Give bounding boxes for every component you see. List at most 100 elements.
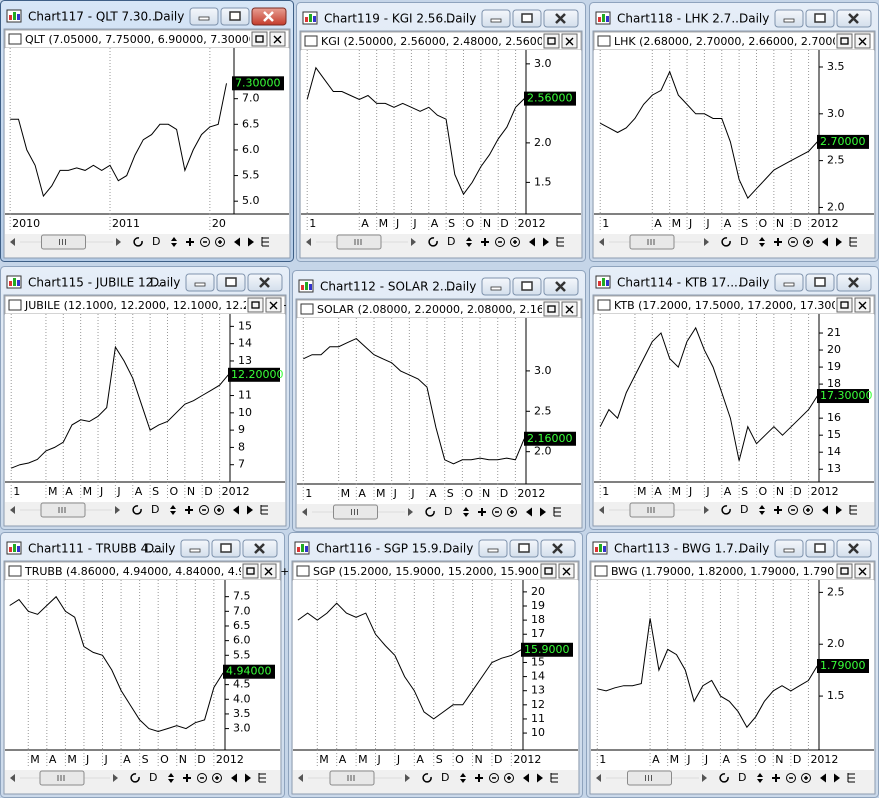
scroll-left[interactable] — [10, 506, 15, 514]
minimize-button[interactable] — [180, 539, 210, 558]
legend-max-button[interactable] — [247, 297, 264, 313]
menu-icon[interactable] — [849, 505, 857, 515]
scroll-right[interactable] — [411, 238, 416, 246]
updown-icon[interactable] — [463, 507, 469, 517]
scroll-thumb[interactable] — [336, 234, 382, 250]
pan-icon[interactable] — [478, 508, 486, 516]
pan-icon[interactable] — [774, 506, 782, 514]
zoom-out-icon[interactable] — [199, 505, 209, 515]
updown-icon[interactable] — [170, 505, 176, 515]
refresh-icon[interactable] — [428, 237, 438, 247]
menu-icon[interactable] — [258, 773, 266, 783]
data-button[interactable]: D — [740, 235, 748, 248]
scroll-right[interactable] — [702, 774, 707, 782]
updown-icon[interactable] — [168, 773, 174, 783]
scroll-thumb[interactable] — [333, 504, 378, 520]
legend-max-button[interactable] — [242, 563, 259, 579]
legend-max-button[interactable] — [540, 563, 557, 579]
next-icon[interactable] — [543, 237, 549, 247]
scroll-right[interactable] — [116, 238, 121, 246]
zoom-in-icon[interactable] — [214, 505, 224, 515]
updown-icon[interactable] — [759, 237, 765, 247]
refresh-icon[interactable] — [422, 773, 432, 783]
prev-icon[interactable] — [526, 507, 532, 517]
scroll-left[interactable] — [599, 238, 604, 246]
menu-icon[interactable] — [553, 507, 561, 517]
next-icon[interactable] — [836, 237, 842, 247]
minimize-button[interactable] — [478, 539, 508, 558]
updown-icon[interactable] — [757, 773, 763, 783]
prev-icon[interactable] — [231, 773, 237, 783]
next-icon[interactable] — [836, 505, 842, 515]
menu-icon[interactable] — [261, 237, 269, 247]
next-icon[interactable] — [247, 505, 253, 515]
updown-icon[interactable] — [171, 237, 177, 247]
scroll-left[interactable] — [596, 774, 601, 782]
scroll-left[interactable] — [10, 238, 15, 246]
zoom-out-icon[interactable] — [786, 773, 796, 783]
zoom-in-icon[interactable] — [507, 507, 517, 517]
legend-max-button[interactable] — [836, 297, 853, 313]
scroll-thumb[interactable] — [629, 502, 675, 518]
minimize-button[interactable] — [774, 9, 804, 28]
zoom-in-icon[interactable] — [803, 505, 813, 515]
updown-icon[interactable] — [460, 773, 466, 783]
zoom-in-icon[interactable] — [215, 237, 225, 247]
minimize-button[interactable] — [481, 9, 511, 28]
scroll-right[interactable] — [704, 506, 709, 514]
pan-icon[interactable] — [774, 238, 782, 246]
scroll-left[interactable] — [599, 506, 604, 514]
scroll-right[interactable] — [408, 508, 413, 516]
zoom-out-icon[interactable] — [492, 507, 502, 517]
refresh-icon[interactable] — [132, 505, 142, 515]
pan-icon[interactable] — [772, 774, 780, 782]
scroll-thumb[interactable] — [627, 770, 672, 786]
scroll-right[interactable] — [704, 238, 709, 246]
refresh-icon[interactable] — [130, 773, 140, 783]
data-button[interactable]: D — [151, 503, 159, 516]
next-icon[interactable] — [248, 237, 254, 247]
scroll-left[interactable] — [298, 774, 303, 782]
next-icon[interactable] — [540, 507, 546, 517]
menu-icon[interactable] — [849, 237, 857, 247]
scroll-thumb[interactable] — [39, 770, 85, 786]
zoom-in-icon[interactable] — [510, 237, 520, 247]
zoom-in-icon[interactable] — [212, 773, 222, 783]
refresh-icon[interactable] — [719, 773, 729, 783]
minimize-button[interactable] — [774, 539, 804, 558]
scroll-right[interactable] — [115, 506, 120, 514]
data-button[interactable]: D — [447, 235, 455, 248]
legend-max-button[interactable] — [543, 33, 560, 49]
zoom-in-icon[interactable] — [803, 237, 813, 247]
refresh-icon[interactable] — [721, 237, 731, 247]
data-button[interactable]: D — [740, 503, 748, 516]
pan-icon[interactable] — [481, 238, 489, 246]
data-button[interactable]: D — [444, 505, 452, 518]
prev-icon[interactable] — [820, 773, 826, 783]
zoom-in-icon[interactable] — [504, 773, 514, 783]
refresh-icon[interactable] — [425, 507, 435, 517]
legend-max-button[interactable] — [836, 33, 853, 49]
zoom-out-icon[interactable] — [200, 237, 210, 247]
minimize-button[interactable] — [774, 273, 804, 292]
prev-icon[interactable] — [233, 505, 239, 515]
prev-icon[interactable] — [523, 773, 529, 783]
prev-icon[interactable] — [234, 237, 240, 247]
updown-icon[interactable] — [759, 505, 765, 515]
scroll-thumb[interactable] — [629, 234, 675, 250]
scroll-thumb[interactable] — [40, 502, 86, 518]
zoom-out-icon[interactable] — [495, 237, 505, 247]
next-icon[interactable] — [245, 773, 251, 783]
legend-max-button[interactable] — [251, 31, 268, 47]
menu-icon[interactable] — [556, 237, 564, 247]
pan-icon[interactable] — [185, 506, 193, 514]
pan-icon[interactable] — [186, 238, 194, 246]
menu-icon[interactable] — [847, 773, 855, 783]
scroll-right[interactable] — [113, 774, 118, 782]
menu-icon[interactable] — [260, 505, 268, 515]
updown-icon[interactable] — [466, 237, 472, 247]
minimize-button[interactable] — [185, 273, 215, 292]
zoom-in-icon[interactable] — [801, 773, 811, 783]
refresh-icon[interactable] — [133, 237, 143, 247]
prev-icon[interactable] — [822, 237, 828, 247]
